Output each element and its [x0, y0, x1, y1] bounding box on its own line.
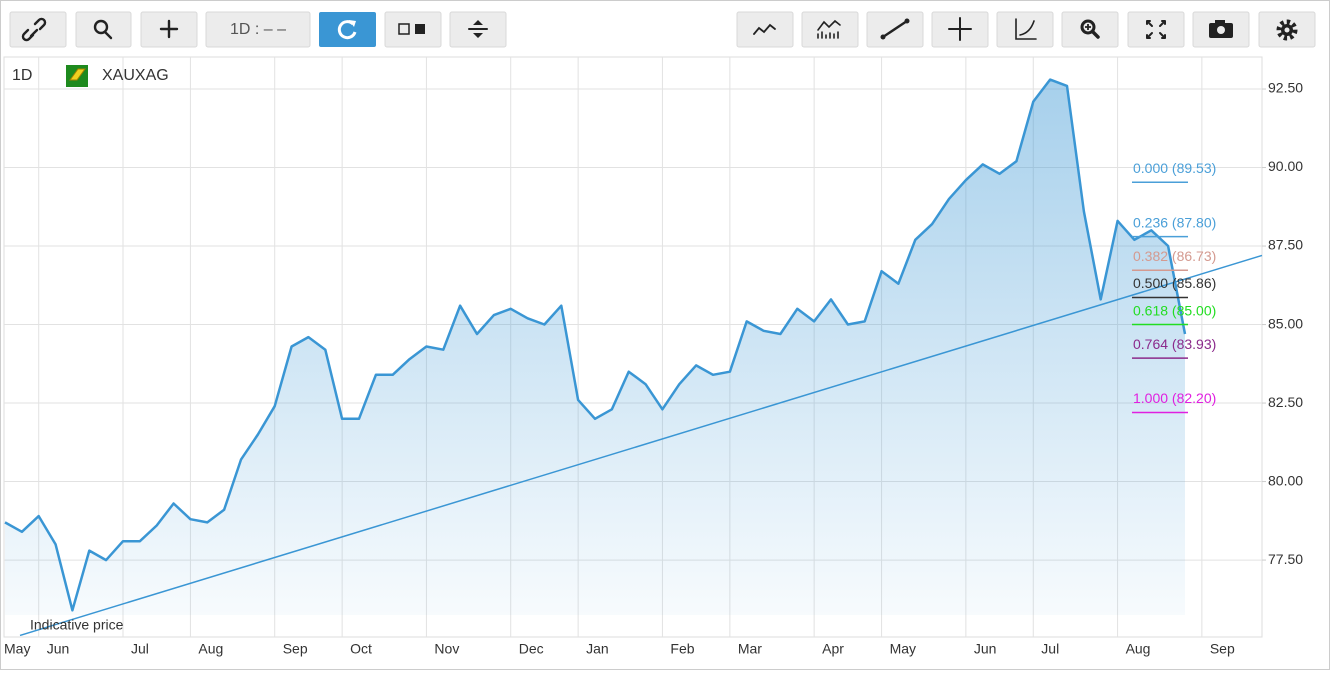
gold-bar-icon: [69, 68, 86, 81]
price-line: [4, 78, 1187, 612]
line-style-button[interactable]: [736, 11, 794, 48]
x-tick-label: Oct: [350, 641, 372, 657]
x-tick-label: Aug: [1126, 641, 1151, 657]
link-button[interactable]: [9, 11, 67, 48]
y-tick-label: 85.00: [1268, 315, 1303, 331]
fib-level-label: 0.000 (89.53): [1133, 160, 1216, 176]
fib-level-label: 1.000 (82.20): [1133, 390, 1216, 406]
fib-level-label: 0.382 (86.73): [1133, 248, 1216, 264]
zoom-button[interactable]: [1061, 11, 1119, 48]
plot-frame: [3, 56, 1263, 638]
x-tick-label: May: [890, 641, 916, 657]
y-tick-label: 77.50: [1268, 551, 1303, 567]
search-button[interactable]: [75, 11, 132, 48]
refresh-button[interactable]: [319, 12, 376, 47]
interval-text: 1D : – –: [230, 21, 286, 38]
x-tick-label: Aug: [198, 641, 223, 657]
fib-button[interactable]: [996, 11, 1054, 48]
fullscreen-button[interactable]: [1127, 11, 1185, 48]
y-tick-label: 90.00: [1268, 158, 1303, 174]
x-tick-label: Nov: [434, 641, 459, 657]
add-button[interactable]: [140, 11, 198, 48]
y-tick-label: 92.50: [1268, 80, 1303, 96]
fib-level-label: 0.618 (85.00): [1133, 302, 1216, 318]
fib-level-label: 0.764 (83.93): [1133, 336, 1216, 352]
x-tick-label: Dec: [519, 641, 544, 657]
plot: 77.50 80.00 82.50 85.00 87.50 90.00 92.50 May Ju…: [4, 57, 1303, 657]
x-tick-label: Jun: [47, 641, 70, 657]
symbol-label: XAUXAG: [102, 67, 169, 84]
y-tick-label: 82.50: [1268, 394, 1303, 410]
split-button[interactable]: [449, 11, 507, 48]
legend: 1D XAUXAG: [12, 65, 169, 87]
interval-button[interactable]: 1D : – –: [205, 11, 311, 48]
y-tick-label: 87.50: [1268, 237, 1303, 253]
indicator-button[interactable]: [801, 11, 859, 48]
toolbar: 1D : – –: [9, 11, 1316, 48]
indicative-note: Indicative price: [30, 617, 124, 633]
x-tick-label: Mar: [738, 641, 762, 657]
x-tick-label: Sep: [283, 641, 308, 657]
draw-line-button[interactable]: [866, 11, 924, 48]
area: [5, 79, 1185, 616]
x-tick-label: Feb: [670, 641, 694, 657]
x-tick-label: Jul: [1041, 641, 1059, 657]
x-tick-label: Jul: [131, 641, 149, 657]
trend-line: [19, 254, 1263, 637]
x-tick-label: Jan: [586, 641, 609, 657]
crosshair-button[interactable]: [931, 11, 989, 48]
layout-button[interactable]: [384, 11, 442, 48]
fib-level-label: 0.236 (87.80): [1133, 214, 1216, 230]
x-tick-label: Sep: [1210, 641, 1235, 657]
fib-level-label: 0.500 (85.86): [1133, 275, 1216, 291]
y-tick-label: 80.00: [1268, 472, 1303, 488]
x-tick-label: May: [4, 641, 30, 657]
interval-label: 1D: [12, 67, 32, 84]
settings-button[interactable]: [1258, 11, 1316, 48]
camera-button[interactable]: [1192, 11, 1250, 48]
x-tick-label: Jun: [974, 641, 997, 657]
x-tick-label: Apr: [822, 641, 844, 657]
